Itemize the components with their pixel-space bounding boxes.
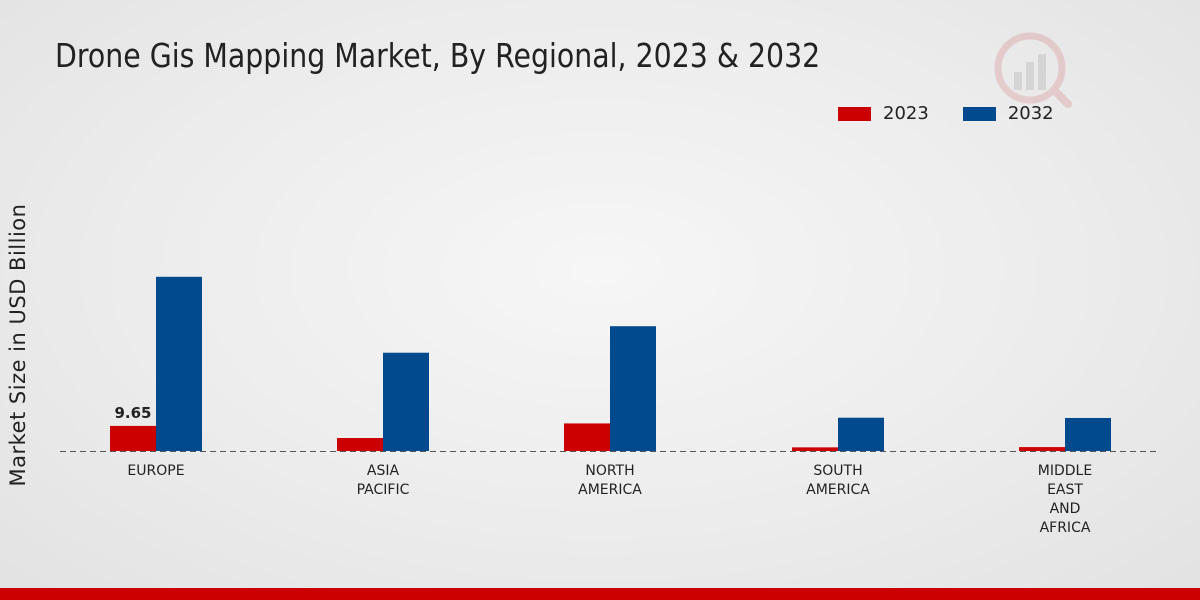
bar-2032-north-america	[610, 326, 656, 451]
x-tick-label-line: AND	[1050, 501, 1081, 517]
bottom-accent-bar	[0, 588, 1200, 600]
x-tick-label-middle-east-and-africa: MIDDLE EAST AND AFRICA	[1038, 463, 1092, 536]
bar-2032-south-america	[838, 417, 884, 451]
chart-legend: 2023 2032	[838, 103, 1088, 124]
bar-2023-north-america	[564, 423, 610, 451]
x-tick-label-line: EUROPE	[127, 463, 184, 479]
chart-title: Drone Gis Mapping Market, By Regional, 2…	[55, 36, 821, 75]
legend-label-2023: 2023	[883, 103, 929, 124]
bar-2032-europe	[156, 276, 202, 451]
legend-item-2023: 2023	[838, 103, 929, 124]
legend-label-2032: 2032	[1007, 103, 1054, 124]
bar-2023-europe	[110, 425, 156, 451]
x-tick-label-line: PACIFIC	[357, 482, 410, 498]
bar-2032-middle-east-and-africa	[1065, 417, 1111, 451]
x-tick-label-line: AMERICA	[578, 482, 642, 498]
x-tick-label-line: SOUTH	[813, 463, 862, 479]
bar-2023-middle-east-and-africa	[1019, 447, 1065, 451]
x-tick-label-line: NORTH	[585, 463, 634, 479]
x-tick-label-line: MIDDLE	[1038, 463, 1092, 479]
bar-2023-south-america	[792, 447, 838, 451]
legend-swatch-2023	[838, 106, 871, 121]
x-tick-label-asia-pacific: ASIA PACIFIC	[357, 463, 410, 498]
legend-swatch-2032	[962, 106, 996, 121]
x-tick-label-south-america: SOUTH AMERICA	[806, 463, 870, 498]
x-tick-label-north-america: NORTH AMERICA	[578, 463, 642, 498]
legend-item-2032: 2032	[962, 103, 1054, 124]
data-label-2023-europe: 9.65	[114, 404, 151, 422]
x-tick-label-line: ASIA	[367, 463, 400, 479]
bar-2032-asia-pacific	[383, 352, 429, 451]
x-tick-label-line: EAST	[1047, 482, 1083, 498]
x-tick-label-line: AMERICA	[806, 482, 870, 498]
bar-2023-asia-pacific	[337, 438, 383, 451]
x-tick-label-europe: EUROPE	[127, 463, 184, 479]
x-tick-label-line: AFRICA	[1040, 520, 1091, 536]
brand-logo-icon	[994, 32, 1072, 108]
